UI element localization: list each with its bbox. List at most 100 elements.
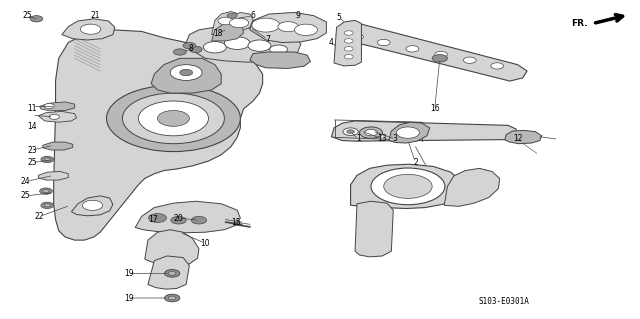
Text: 2: 2	[413, 158, 418, 167]
Polygon shape	[444, 168, 500, 206]
Text: 25: 25	[27, 158, 36, 167]
Circle shape	[83, 200, 102, 211]
Polygon shape	[250, 12, 326, 42]
Circle shape	[343, 128, 358, 136]
Circle shape	[432, 55, 447, 62]
Circle shape	[168, 271, 176, 275]
Circle shape	[371, 168, 445, 205]
Circle shape	[378, 39, 390, 46]
Circle shape	[170, 65, 202, 80]
Text: 8: 8	[189, 44, 194, 53]
Text: 19: 19	[124, 269, 134, 278]
Circle shape	[294, 24, 317, 35]
Circle shape	[41, 202, 54, 209]
Circle shape	[230, 18, 248, 28]
Circle shape	[344, 39, 353, 43]
Circle shape	[360, 127, 383, 138]
Circle shape	[30, 16, 43, 22]
Circle shape	[218, 17, 234, 25]
Circle shape	[396, 127, 419, 138]
Text: 16: 16	[430, 104, 440, 113]
Polygon shape	[332, 121, 516, 141]
Circle shape	[406, 46, 419, 52]
Circle shape	[138, 101, 209, 136]
Circle shape	[463, 57, 476, 63]
Polygon shape	[43, 142, 73, 150]
Text: 15: 15	[231, 218, 241, 227]
Polygon shape	[145, 230, 199, 266]
Circle shape	[344, 55, 353, 59]
Circle shape	[248, 40, 271, 51]
Circle shape	[351, 33, 364, 40]
Polygon shape	[389, 122, 429, 143]
Circle shape	[225, 37, 250, 49]
Text: 4: 4	[329, 38, 334, 47]
Circle shape	[148, 214, 166, 222]
Circle shape	[41, 156, 54, 163]
Polygon shape	[38, 172, 68, 180]
Text: 19: 19	[124, 294, 134, 303]
Polygon shape	[351, 164, 461, 209]
Circle shape	[164, 270, 180, 277]
Circle shape	[43, 189, 49, 193]
Circle shape	[384, 174, 432, 198]
Circle shape	[44, 204, 51, 207]
Text: 22: 22	[35, 212, 44, 221]
Circle shape	[157, 110, 189, 126]
Polygon shape	[225, 12, 253, 33]
Text: 25: 25	[22, 11, 32, 20]
Text: 3: 3	[393, 134, 397, 144]
Circle shape	[173, 49, 186, 55]
Circle shape	[122, 93, 225, 144]
Text: 24: 24	[20, 177, 31, 186]
Circle shape	[44, 104, 54, 108]
Text: 25: 25	[20, 191, 31, 200]
Text: 13: 13	[378, 134, 387, 144]
Circle shape	[171, 216, 186, 224]
Polygon shape	[212, 11, 241, 34]
Polygon shape	[40, 102, 75, 111]
Circle shape	[365, 130, 378, 136]
Circle shape	[278, 22, 298, 32]
Polygon shape	[151, 58, 221, 93]
Circle shape	[81, 24, 100, 34]
Polygon shape	[54, 30, 262, 240]
Polygon shape	[212, 23, 244, 41]
Polygon shape	[250, 52, 310, 69]
Text: 12: 12	[513, 134, 522, 144]
Text: 11: 11	[28, 104, 36, 113]
Circle shape	[191, 216, 207, 224]
Text: 7: 7	[266, 35, 270, 44]
Text: FR.: FR.	[571, 19, 588, 28]
Circle shape	[204, 41, 227, 53]
Text: 9: 9	[295, 11, 300, 20]
Circle shape	[40, 188, 52, 194]
Text: 1: 1	[356, 134, 360, 144]
Polygon shape	[62, 19, 115, 40]
Circle shape	[344, 31, 353, 35]
Circle shape	[168, 296, 176, 300]
Circle shape	[491, 63, 504, 69]
Circle shape	[164, 294, 180, 302]
Circle shape	[435, 51, 447, 58]
Circle shape	[347, 130, 355, 134]
Text: 20: 20	[173, 213, 183, 222]
Circle shape	[44, 158, 51, 161]
Text: 23: 23	[27, 145, 36, 154]
Text: 6: 6	[251, 11, 255, 20]
Text: 21: 21	[91, 11, 100, 20]
Circle shape	[189, 46, 202, 53]
Polygon shape	[38, 111, 77, 122]
Circle shape	[180, 69, 193, 76]
Text: 18: 18	[213, 28, 223, 38]
Polygon shape	[72, 196, 113, 216]
Circle shape	[106, 85, 241, 152]
Circle shape	[344, 47, 353, 51]
Circle shape	[49, 114, 60, 119]
Polygon shape	[148, 256, 189, 289]
Text: 10: 10	[200, 239, 210, 248]
Polygon shape	[186, 27, 301, 62]
Polygon shape	[334, 20, 362, 66]
Polygon shape	[336, 24, 527, 81]
Circle shape	[183, 42, 196, 49]
